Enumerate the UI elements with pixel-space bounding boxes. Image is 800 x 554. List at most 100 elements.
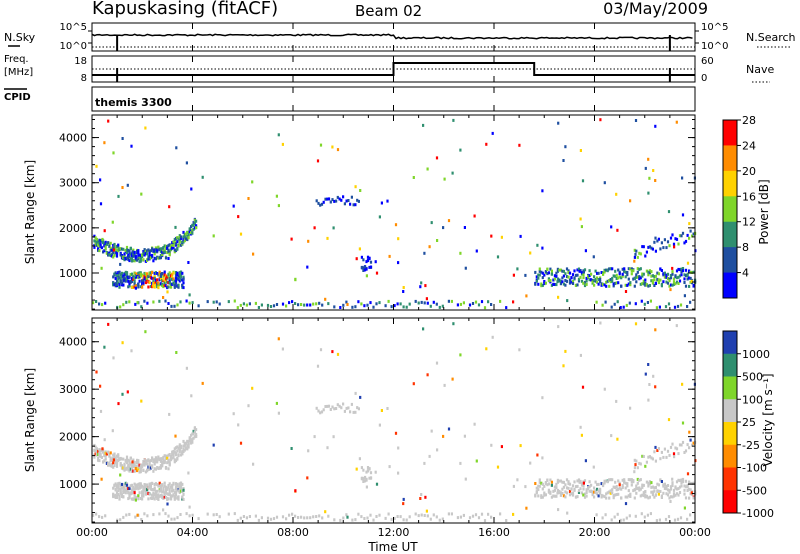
power-cell — [177, 278, 180, 282]
velocity-cell — [151, 464, 154, 468]
power-cell — [553, 283, 556, 286]
power-cell — [167, 257, 170, 260]
power-cell — [168, 271, 171, 275]
velocity-cell — [684, 479, 688, 483]
power-cell — [372, 305, 375, 309]
velocity-cell — [606, 491, 609, 495]
power-cell — [277, 204, 280, 208]
nsky-line — [91, 33, 693, 40]
power-cell — [654, 124, 657, 128]
power-cell — [188, 301, 191, 305]
velocity-cell — [639, 487, 642, 491]
power-cell — [248, 302, 251, 306]
power-cell — [650, 270, 653, 274]
power-cell — [626, 283, 629, 287]
power-cell — [544, 270, 547, 273]
power-cell — [159, 253, 162, 257]
velocity-cell — [174, 446, 178, 450]
velocity-cell — [118, 458, 121, 461]
power-cell — [114, 284, 117, 288]
power-cell — [127, 257, 130, 261]
velocity-cell — [568, 482, 572, 486]
velocity-cell — [156, 494, 159, 498]
velocity-cell — [394, 431, 398, 435]
velocity-cell — [134, 465, 137, 469]
power-cell — [182, 277, 185, 281]
velocity-cell — [176, 484, 179, 488]
power-cell — [130, 259, 134, 263]
velocity-cell — [350, 402, 353, 406]
velocity-cell — [582, 481, 585, 485]
velocity-cell — [121, 392, 124, 396]
velocity-cell — [192, 429, 195, 433]
velocity-cell — [680, 478, 683, 482]
power-cell — [322, 200, 325, 204]
velocity-cell — [109, 459, 112, 462]
velocity-cell — [345, 513, 348, 517]
power-cell — [388, 254, 391, 258]
velocity-cell — [193, 430, 196, 434]
power-cell — [166, 251, 169, 255]
velocity-cell — [425, 509, 428, 513]
power-cell — [654, 179, 657, 182]
velocity-cell — [138, 482, 141, 486]
velocity-cell — [671, 442, 674, 446]
velocity-cell — [109, 456, 112, 460]
power-cell — [580, 225, 583, 229]
velocity-cell — [107, 450, 110, 454]
power-cell — [157, 284, 160, 288]
power-cell — [99, 178, 102, 182]
velocity-cell — [412, 382, 415, 386]
power-cell — [178, 271, 181, 275]
velocity-cell — [124, 488, 127, 492]
velocity-cell — [615, 399, 618, 403]
velocity-cell — [594, 480, 597, 484]
power-cell — [117, 243, 120, 247]
y-tick-label: 1000 — [59, 267, 87, 280]
velocity-cell — [608, 478, 611, 482]
y-tick-label: 3000 — [59, 383, 87, 396]
velocity-cell — [137, 494, 140, 498]
power-cell — [154, 283, 157, 287]
velocity-cell — [525, 506, 528, 510]
velocity-cell — [127, 491, 130, 495]
velocity-cell — [611, 478, 614, 482]
power-cell — [309, 303, 312, 307]
velocity-cell — [164, 454, 168, 458]
velocity-cell — [179, 484, 183, 488]
velocity-cell — [177, 446, 180, 450]
velocity-cell — [675, 480, 679, 484]
power-cell — [581, 179, 585, 183]
velocity-cell — [158, 484, 161, 488]
power-cell — [173, 238, 176, 241]
velocity-cell — [689, 513, 692, 517]
velocity-cell — [174, 493, 178, 497]
power-cell — [583, 280, 587, 284]
velocity-cell — [132, 462, 135, 466]
velocity-cell — [260, 516, 263, 520]
velocity-cell — [146, 462, 149, 466]
velocity-cell — [151, 497, 154, 500]
power-cell — [630, 267, 633, 271]
velocity-cell — [408, 515, 411, 519]
velocity-cell — [666, 449, 670, 453]
power-cell — [354, 185, 357, 189]
power-cell — [537, 282, 540, 286]
power-cell — [576, 273, 579, 277]
velocity-cell — [487, 512, 490, 516]
velocity-cell — [633, 488, 636, 492]
velocity-cell — [686, 472, 690, 476]
velocity-cell — [668, 496, 671, 500]
velocity-cell — [342, 516, 345, 520]
power-cell — [95, 237, 98, 241]
velocity-cell — [584, 459, 587, 463]
power-cell — [671, 272, 674, 276]
power-cell — [459, 251, 462, 255]
power-cell — [166, 275, 169, 279]
velocity-cell — [326, 446, 329, 450]
velocity-cell — [333, 407, 336, 411]
power-cell — [187, 261, 190, 264]
power-cell — [677, 282, 680, 285]
power-cell — [212, 300, 215, 304]
power-cell — [525, 294, 528, 298]
